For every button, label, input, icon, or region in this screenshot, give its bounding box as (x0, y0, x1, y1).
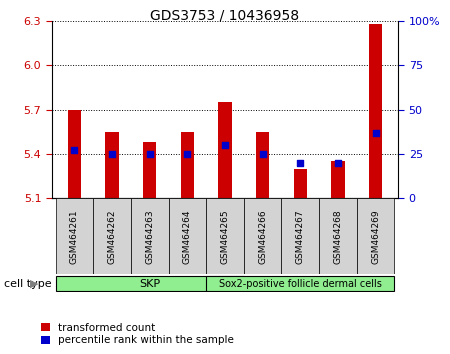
FancyBboxPatch shape (244, 198, 282, 274)
Point (221, 142, 229, 148)
Point (334, 160, 342, 166)
Bar (294, 169, 307, 198)
FancyBboxPatch shape (206, 276, 395, 291)
FancyBboxPatch shape (206, 198, 244, 274)
Point (146, 151, 153, 157)
FancyBboxPatch shape (282, 198, 319, 274)
Text: Sox2-positive follicle dermal cells: Sox2-positive follicle dermal cells (219, 279, 382, 289)
Bar (218, 102, 232, 198)
Point (71, 148, 78, 153)
Bar (143, 142, 156, 198)
Point (184, 151, 191, 157)
Text: GSM464267: GSM464267 (296, 209, 305, 264)
Text: GSM464263: GSM464263 (145, 209, 154, 264)
Bar (331, 161, 345, 198)
Point (372, 130, 379, 136)
Legend: transformed count, percentile rank within the sample: transformed count, percentile rank withi… (41, 322, 234, 345)
Text: GDS3753 / 10436958: GDS3753 / 10436958 (150, 9, 300, 23)
FancyBboxPatch shape (168, 198, 206, 274)
Text: ▶: ▶ (30, 279, 38, 289)
Bar (369, 24, 382, 198)
Bar (256, 132, 269, 198)
Bar (105, 132, 119, 198)
FancyBboxPatch shape (55, 198, 93, 274)
Point (108, 151, 116, 157)
FancyBboxPatch shape (55, 276, 244, 291)
FancyBboxPatch shape (131, 198, 168, 274)
FancyBboxPatch shape (93, 198, 131, 274)
FancyBboxPatch shape (319, 198, 357, 274)
FancyBboxPatch shape (357, 198, 395, 274)
Text: GSM464264: GSM464264 (183, 209, 192, 263)
Text: GSM464269: GSM464269 (371, 209, 380, 264)
Text: GSM464266: GSM464266 (258, 209, 267, 264)
Text: GSM464261: GSM464261 (70, 209, 79, 264)
Bar (181, 132, 194, 198)
Text: GSM464262: GSM464262 (108, 209, 117, 263)
Text: GSM464265: GSM464265 (220, 209, 230, 264)
Text: cell type: cell type (4, 279, 52, 289)
Point (259, 151, 266, 157)
Bar (68, 110, 81, 198)
Text: SKP: SKP (139, 279, 160, 289)
Point (297, 160, 304, 166)
Text: GSM464268: GSM464268 (333, 209, 342, 264)
